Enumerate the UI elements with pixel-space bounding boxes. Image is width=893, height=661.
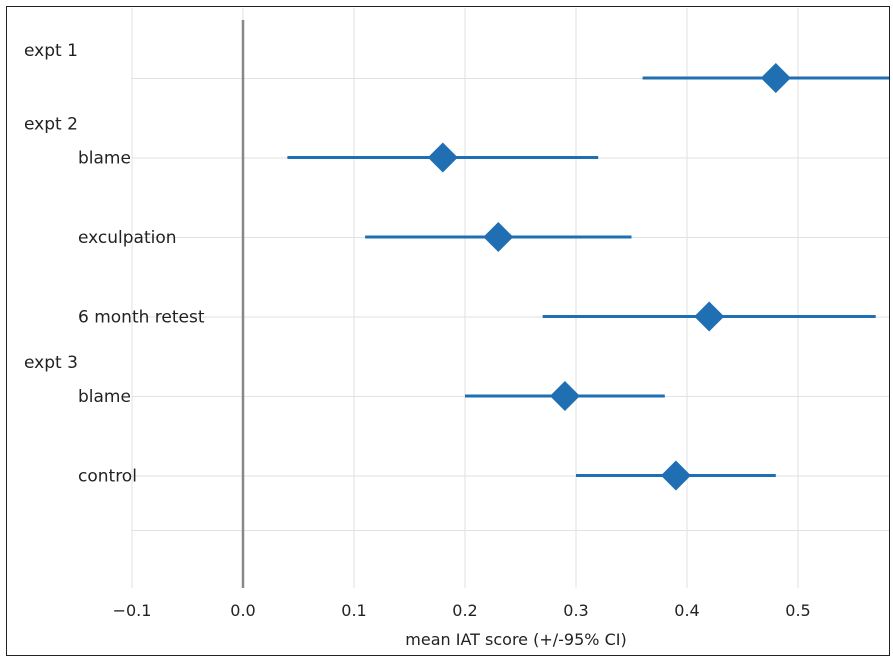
row-label: blame [78, 387, 131, 407]
x-tick-label: 0.1 [341, 601, 366, 620]
row-label: control [78, 467, 137, 487]
mean-marker [694, 301, 725, 332]
mean-marker [660, 460, 691, 491]
mean-marker [483, 222, 514, 252]
x-tick-label: 0.3 [563, 601, 588, 620]
group-label: expt 2 [24, 115, 78, 135]
row-label: exculpation [78, 228, 177, 248]
x-tick-label: 0.5 [785, 601, 810, 620]
row-label: 6 month retest [78, 308, 205, 328]
x-axis-title: mean IAT score (+/-95% CI) [405, 630, 626, 649]
mean-marker [760, 63, 791, 93]
mean-marker [427, 142, 458, 173]
x-tick-label: −0.1 [113, 601, 152, 620]
group-label: expt 1 [24, 41, 78, 61]
chart-frame [6, 6, 890, 656]
x-tick-label: 0.0 [230, 601, 255, 620]
group-label: expt 3 [24, 353, 78, 373]
data-marks [287, 63, 889, 491]
x-tick-label: 0.4 [674, 601, 699, 620]
row-label: blame [78, 149, 131, 169]
x-tick-label: 0.2 [452, 601, 477, 620]
grid-lines [131, 8, 889, 588]
x-tick-labels: −0.1 0.0 0.1 0.2 0.3 0.4 0.5 [113, 601, 811, 620]
mean-marker [549, 381, 580, 411]
